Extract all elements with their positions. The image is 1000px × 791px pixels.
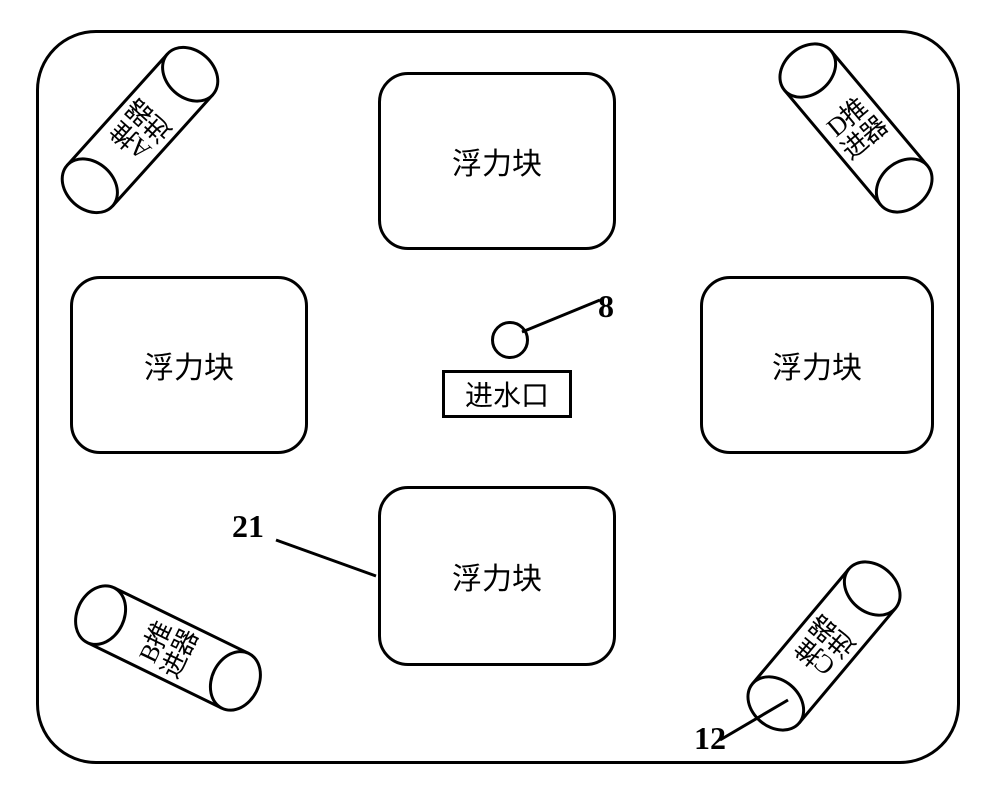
water-inlet-circle xyxy=(491,321,529,359)
callout-8: 8 xyxy=(598,288,614,325)
callout-21: 21 xyxy=(232,508,264,545)
buoyancy-block-bottom: 浮力块 xyxy=(378,486,616,666)
buoyancy-block-right: 浮力块 xyxy=(700,276,934,454)
buoyancy-block-label: 浮力块 xyxy=(772,343,862,387)
callout-12: 12 xyxy=(694,720,726,757)
water-inlet-label: 进水口 xyxy=(465,374,549,414)
buoyancy-block-left: 浮力块 xyxy=(70,276,308,454)
water-inlet-label-box: 进水口 xyxy=(442,370,572,418)
buoyancy-block-label: 浮力块 xyxy=(452,554,542,598)
buoyancy-block-top: 浮力块 xyxy=(378,72,616,250)
buoyancy-block-label: 浮力块 xyxy=(144,343,234,387)
buoyancy-block-label: 浮力块 xyxy=(452,139,542,183)
